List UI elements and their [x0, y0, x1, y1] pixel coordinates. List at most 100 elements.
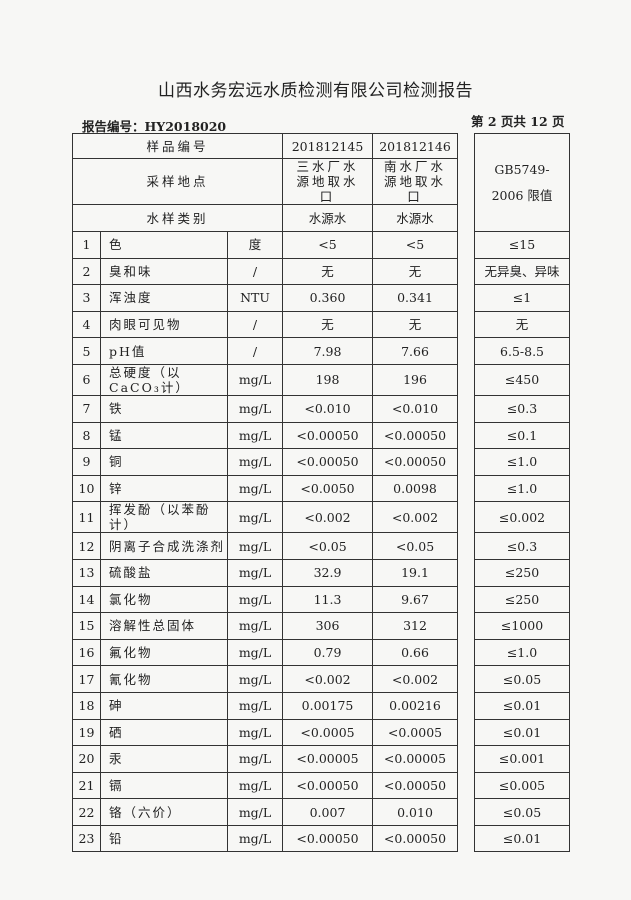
- row-number: 6: [72, 363, 101, 396]
- table-row: 10 锌 mg/L <0.0050 0.0098 ≤1.0: [72, 474, 571, 503]
- limit-value: ≤1.0: [474, 448, 571, 476]
- limit-value: ≤250: [474, 558, 571, 587]
- item-name: 锌: [100, 474, 228, 503]
- sample-1-no: 201812145: [282, 133, 374, 159]
- limit-label-1: GB5749-: [494, 161, 550, 177]
- table-row: 13 硫酸盐 mg/L 32.9 19.1 ≤250: [72, 558, 571, 587]
- row-number: 14: [72, 585, 101, 614]
- item-name: 铬（六价）: [100, 798, 228, 826]
- item-name: 氯化物: [100, 585, 228, 614]
- row-number: 2: [72, 257, 101, 286]
- table-row: 3 浑浊度 NTU 0.360 0.341 ≤1: [72, 284, 571, 312]
- limit-value: ≤1.0: [474, 474, 571, 503]
- gap: [457, 475, 476, 502]
- report-title: 山西水务宏远水质检测有限公司检测报告: [158, 81, 473, 101]
- sample-1-value: <0.05: [282, 532, 374, 560]
- unit: mg/L: [226, 558, 284, 587]
- row-number: 3: [72, 284, 101, 312]
- sample-1-value: 0.00175: [282, 691, 374, 720]
- row-number: 11: [72, 501, 101, 534]
- sample-1-type: 水源水: [282, 204, 374, 232]
- row-number: 15: [72, 612, 101, 640]
- sample-2-value: <0.002: [372, 501, 459, 534]
- item-name: 铅: [100, 824, 228, 853]
- table-row: 7 铁 mg/L <0.010 <0.010 ≤0.3: [72, 394, 571, 423]
- item-name: 氰化物: [100, 665, 228, 693]
- item-name: 硒: [100, 718, 228, 747]
- table-row: 20 汞 mg/L <0.00005 <0.00005 ≤0.001: [72, 745, 571, 773]
- sample-2-value: 19.1: [372, 558, 459, 587]
- sample-2-value: 312: [372, 612, 459, 640]
- unit: mg/L: [226, 448, 284, 476]
- sample-site-label: 采样地点: [71, 158, 284, 205]
- sample-2-value: <0.05: [372, 532, 459, 560]
- item-name: 硫酸盐: [100, 558, 228, 587]
- sample-2-value: <5: [372, 231, 459, 259]
- sample-2-value: 0.0098: [372, 474, 459, 503]
- row-number: 12: [72, 532, 101, 560]
- sample-1-value: 11.3: [282, 585, 374, 614]
- table-row: 14 氯化物 mg/L 11.3 9.67 ≤250: [72, 585, 571, 614]
- sample-2-value: 0.010: [372, 798, 459, 826]
- table-row: 1 色度 <5 <5 ≤15: [72, 231, 571, 259]
- unit: mg/L: [226, 718, 284, 747]
- item-name: pH值: [100, 337, 228, 365]
- row-number: 16: [72, 638, 101, 667]
- sample-2-value: 196: [372, 363, 459, 396]
- sample-1-value: 306: [282, 612, 374, 640]
- limit-value: ≤0.05: [474, 665, 571, 693]
- report-number: 报告编号：HY2018020: [82, 119, 227, 134]
- sample-2-value: <0.00005: [372, 745, 459, 773]
- limit-header: GB5749- 2006 限值: [474, 133, 571, 232]
- unit: /: [226, 337, 284, 365]
- unit: NTU: [226, 284, 284, 312]
- row-number: 17: [72, 665, 101, 693]
- limit-label-2: 2006 限值: [491, 187, 553, 203]
- sample-2-value: 0.341: [372, 284, 459, 312]
- sample-1-value: 无: [282, 310, 374, 339]
- sample-1-value: <0.00050: [282, 824, 374, 853]
- limit-value: ≤0.005: [474, 771, 571, 800]
- limit-value: ≤15: [474, 231, 571, 259]
- item-name: 阴离子合成洗涤剂: [100, 532, 228, 560]
- gap: [457, 612, 476, 640]
- limit-value: 无: [474, 310, 571, 339]
- item-name: 锰: [100, 421, 228, 450]
- table-row: 17 氰化物 mg/L <0.002 <0.002 ≤0.05: [72, 665, 571, 693]
- unit: mg/L: [226, 691, 284, 720]
- sample-2-value: 7.66: [372, 337, 459, 365]
- unit: mg/L: [226, 824, 284, 853]
- sample-2-value: 无: [372, 310, 459, 339]
- limit-value: ≤1000: [474, 612, 571, 640]
- limit-value: ≤0.01: [474, 691, 571, 720]
- unit: mg/L: [226, 638, 284, 667]
- results-table: 样品编号 201812145 201812146 GB5749- 2006 限值…: [71, 133, 571, 853]
- sample-1-value: <5: [282, 231, 374, 259]
- sample-2-value: <0.00050: [372, 824, 459, 853]
- sample-1-value: <0.010: [282, 394, 374, 423]
- sample-1-value: <0.002: [282, 665, 374, 693]
- table-row: 4 肉眼可见物 / 无无无: [72, 310, 571, 339]
- gap: [457, 639, 476, 666]
- table-row: 15 溶解性总固体 mg/L 306 312 ≤1000: [72, 612, 571, 640]
- sample-2-value: <0.002: [372, 665, 459, 693]
- row-number: 21: [72, 771, 101, 800]
- sample-2-value: 0.00216: [372, 691, 459, 720]
- gap: [457, 719, 476, 746]
- unit: mg/L: [226, 421, 284, 450]
- sample-2-site: 南水厂水源地取水口: [372, 158, 459, 205]
- table-row: 21 镉 mg/L <0.00050 <0.00050 ≤0.005: [72, 771, 571, 800]
- limit-value: 6.5-8.5: [474, 337, 571, 365]
- limit-value: ≤0.001: [474, 745, 571, 773]
- sample-1-value: 无: [282, 257, 374, 286]
- sample-2-value: <0.00050: [372, 771, 459, 800]
- unit: 度: [226, 231, 284, 259]
- unit: mg/L: [226, 585, 284, 614]
- row-number: 23: [72, 824, 101, 853]
- page-number: 第 2 页共 12 页: [471, 114, 565, 129]
- sample-2-value: <0.010: [372, 394, 459, 423]
- sample-2-type: 水源水: [372, 204, 459, 232]
- item-name: 铁: [100, 394, 228, 423]
- table-row: 6 总硬度（以CaCO₃计） mg/L 198 196 ≤450: [72, 363, 571, 396]
- unit: mg/L: [226, 665, 284, 693]
